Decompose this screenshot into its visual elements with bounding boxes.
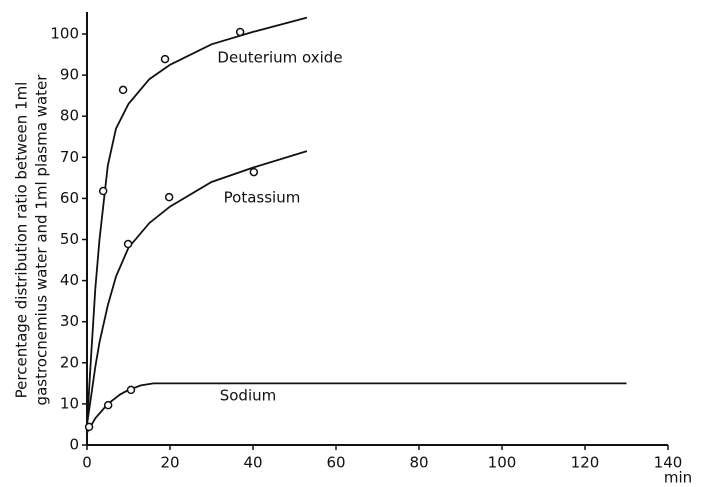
y-axis-label: Percentage distribution ratio between 1m… — [13, 82, 31, 399]
data-point — [164, 192, 174, 202]
y-tick-label: 50 — [60, 230, 79, 248]
data-point — [249, 167, 259, 177]
fit-curve — [86, 150, 308, 425]
y-tick-label: 70 — [60, 148, 79, 166]
data-point — [84, 422, 94, 432]
series-label: Sodium — [220, 387, 277, 405]
data-point — [160, 54, 170, 64]
y-tick-label: 30 — [60, 312, 79, 330]
y-tick-label: 90 — [60, 66, 79, 84]
data-point — [123, 239, 133, 249]
x-tick-label: 140 — [654, 454, 683, 472]
y-tick-label: 10 — [60, 394, 79, 412]
y-tick-label: 100 — [50, 25, 79, 43]
x-tick-label: 0 — [82, 454, 92, 472]
y-tick-label: 0 — [69, 436, 79, 454]
data-point — [118, 85, 128, 95]
series-label: Deuterium oxide — [217, 49, 342, 67]
data-point — [98, 186, 108, 196]
y-tick-label: 40 — [60, 271, 79, 289]
x-axis-label: min — [664, 469, 692, 487]
y-tick-label: 80 — [60, 107, 79, 125]
data-point — [103, 400, 113, 410]
fit-curve — [86, 382, 627, 434]
x-tick-label: 40 — [243, 454, 262, 472]
data-point — [126, 385, 136, 395]
x-tick-label: 80 — [409, 454, 428, 472]
fit-curve — [86, 16, 308, 425]
x-tick-label: 20 — [160, 454, 179, 472]
series-label: Potassium — [224, 189, 301, 207]
y-tick-label: 20 — [60, 353, 79, 371]
x-tick-label: 120 — [571, 454, 600, 472]
y-tick-label: 60 — [60, 189, 79, 207]
x-tick-label: 60 — [326, 454, 345, 472]
data-point — [235, 27, 245, 37]
y-axis-label: gastrocnemius water and 1ml plasma water — [33, 74, 51, 406]
x-tick-label: 100 — [488, 454, 517, 472]
